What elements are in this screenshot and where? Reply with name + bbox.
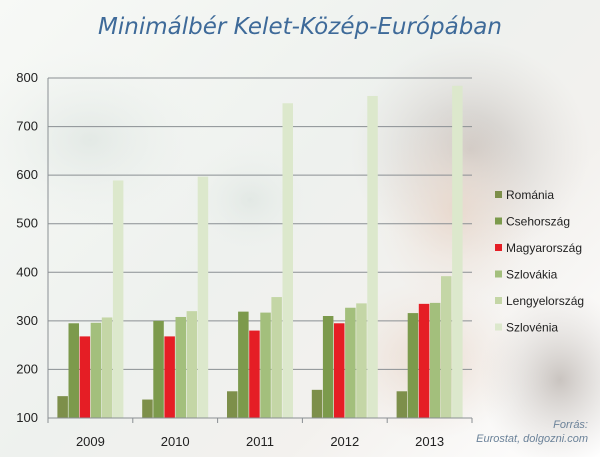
source-note: Forrás: Eurostat, dolgozni.com [476, 418, 588, 446]
bar-magyarország-2010 [164, 336, 175, 418]
y-tick-label: 100 [16, 410, 38, 425]
bar-lengyelország-2012 [356, 303, 367, 418]
y-tick-label: 200 [16, 361, 38, 376]
bar-románia-2010 [142, 399, 153, 418]
bar-magyarország-2011 [249, 330, 260, 418]
legend-label: Szlovénia [506, 321, 558, 335]
x-tick-label: 2012 [330, 434, 359, 449]
legend-label: Csehország [506, 215, 570, 229]
chart-title: Minimálbér Kelet-Közép-Európában [98, 14, 502, 40]
bar-lengyelország-2009 [101, 317, 113, 418]
legend-label: Lengyelország [506, 294, 584, 308]
legend-swatch [495, 217, 502, 225]
legend-swatch [495, 244, 502, 251]
bar-szlovénia-2011 [282, 103, 293, 418]
legend-swatch [495, 191, 502, 198]
legend-swatch [495, 270, 502, 278]
bars [57, 85, 463, 419]
x-axis: 2009 2010 2011 2012 2013 [47, 417, 473, 449]
bar-szlovákia-2012 [345, 307, 356, 418]
bar-csehország-2013 [407, 313, 419, 418]
x-tick-label: 2010 [161, 434, 190, 449]
bar-szlovénia-2009 [112, 180, 124, 418]
bar-szlovénia-2013 [452, 85, 463, 419]
legend-label: Románia [506, 188, 554, 202]
y-tick-label: 400 [16, 264, 38, 279]
bar-szlovénia-2010 [197, 176, 209, 418]
bar-románia-2009 [57, 396, 68, 418]
bar-románia-2013 [396, 391, 408, 418]
y-tick-label: 700 [16, 119, 38, 134]
bar-lengyelország-2011 [271, 297, 282, 418]
bar-csehország-2010 [153, 320, 164, 418]
legend-label: Magyarország [506, 241, 582, 255]
bar-magyarország-2009 [79, 336, 91, 418]
source-label: Forrás: [553, 419, 588, 431]
x-tick-label: 2013 [415, 434, 444, 449]
bar-csehország-2009 [68, 323, 79, 418]
y-tick-label: 300 [16, 313, 38, 328]
y-tick-label: 600 [16, 167, 38, 182]
legend-label: Szlovákia [506, 268, 558, 282]
bar-szlovákia-2011 [260, 312, 271, 418]
bar-csehország-2012 [322, 316, 334, 418]
x-tick-label: 2011 [246, 434, 274, 449]
bar-lengyelország-2010 [186, 311, 198, 418]
bar-szlovákia-2013 [429, 302, 441, 418]
legend-swatch [495, 297, 502, 304]
bar-szlovákia-2009 [90, 322, 102, 418]
bar-románia-2012 [311, 389, 323, 418]
y-tick-label: 500 [16, 216, 38, 231]
bar-szlovénia-2012 [367, 95, 378, 418]
bar-magyarország-2012 [334, 323, 345, 418]
y-tick-label: 800 [16, 70, 38, 85]
bar-csehország-2011 [238, 311, 249, 418]
bar-szlovákia-2010 [175, 316, 186, 418]
bar-lengyelország-2013 [441, 276, 452, 418]
legend: Románia Csehország Magyarország Szlovákia Le… [495, 188, 584, 335]
bar-magyarország-2013 [418, 303, 430, 418]
source-text: Eurostat, dolgozni.com [476, 433, 588, 445]
legend-swatch [495, 323, 502, 331]
y-axis: 100 200 300 400 500 600 700 800 [16, 70, 49, 425]
bar-románia-2011 [227, 391, 238, 418]
x-tick-label: 2009 [76, 434, 105, 449]
